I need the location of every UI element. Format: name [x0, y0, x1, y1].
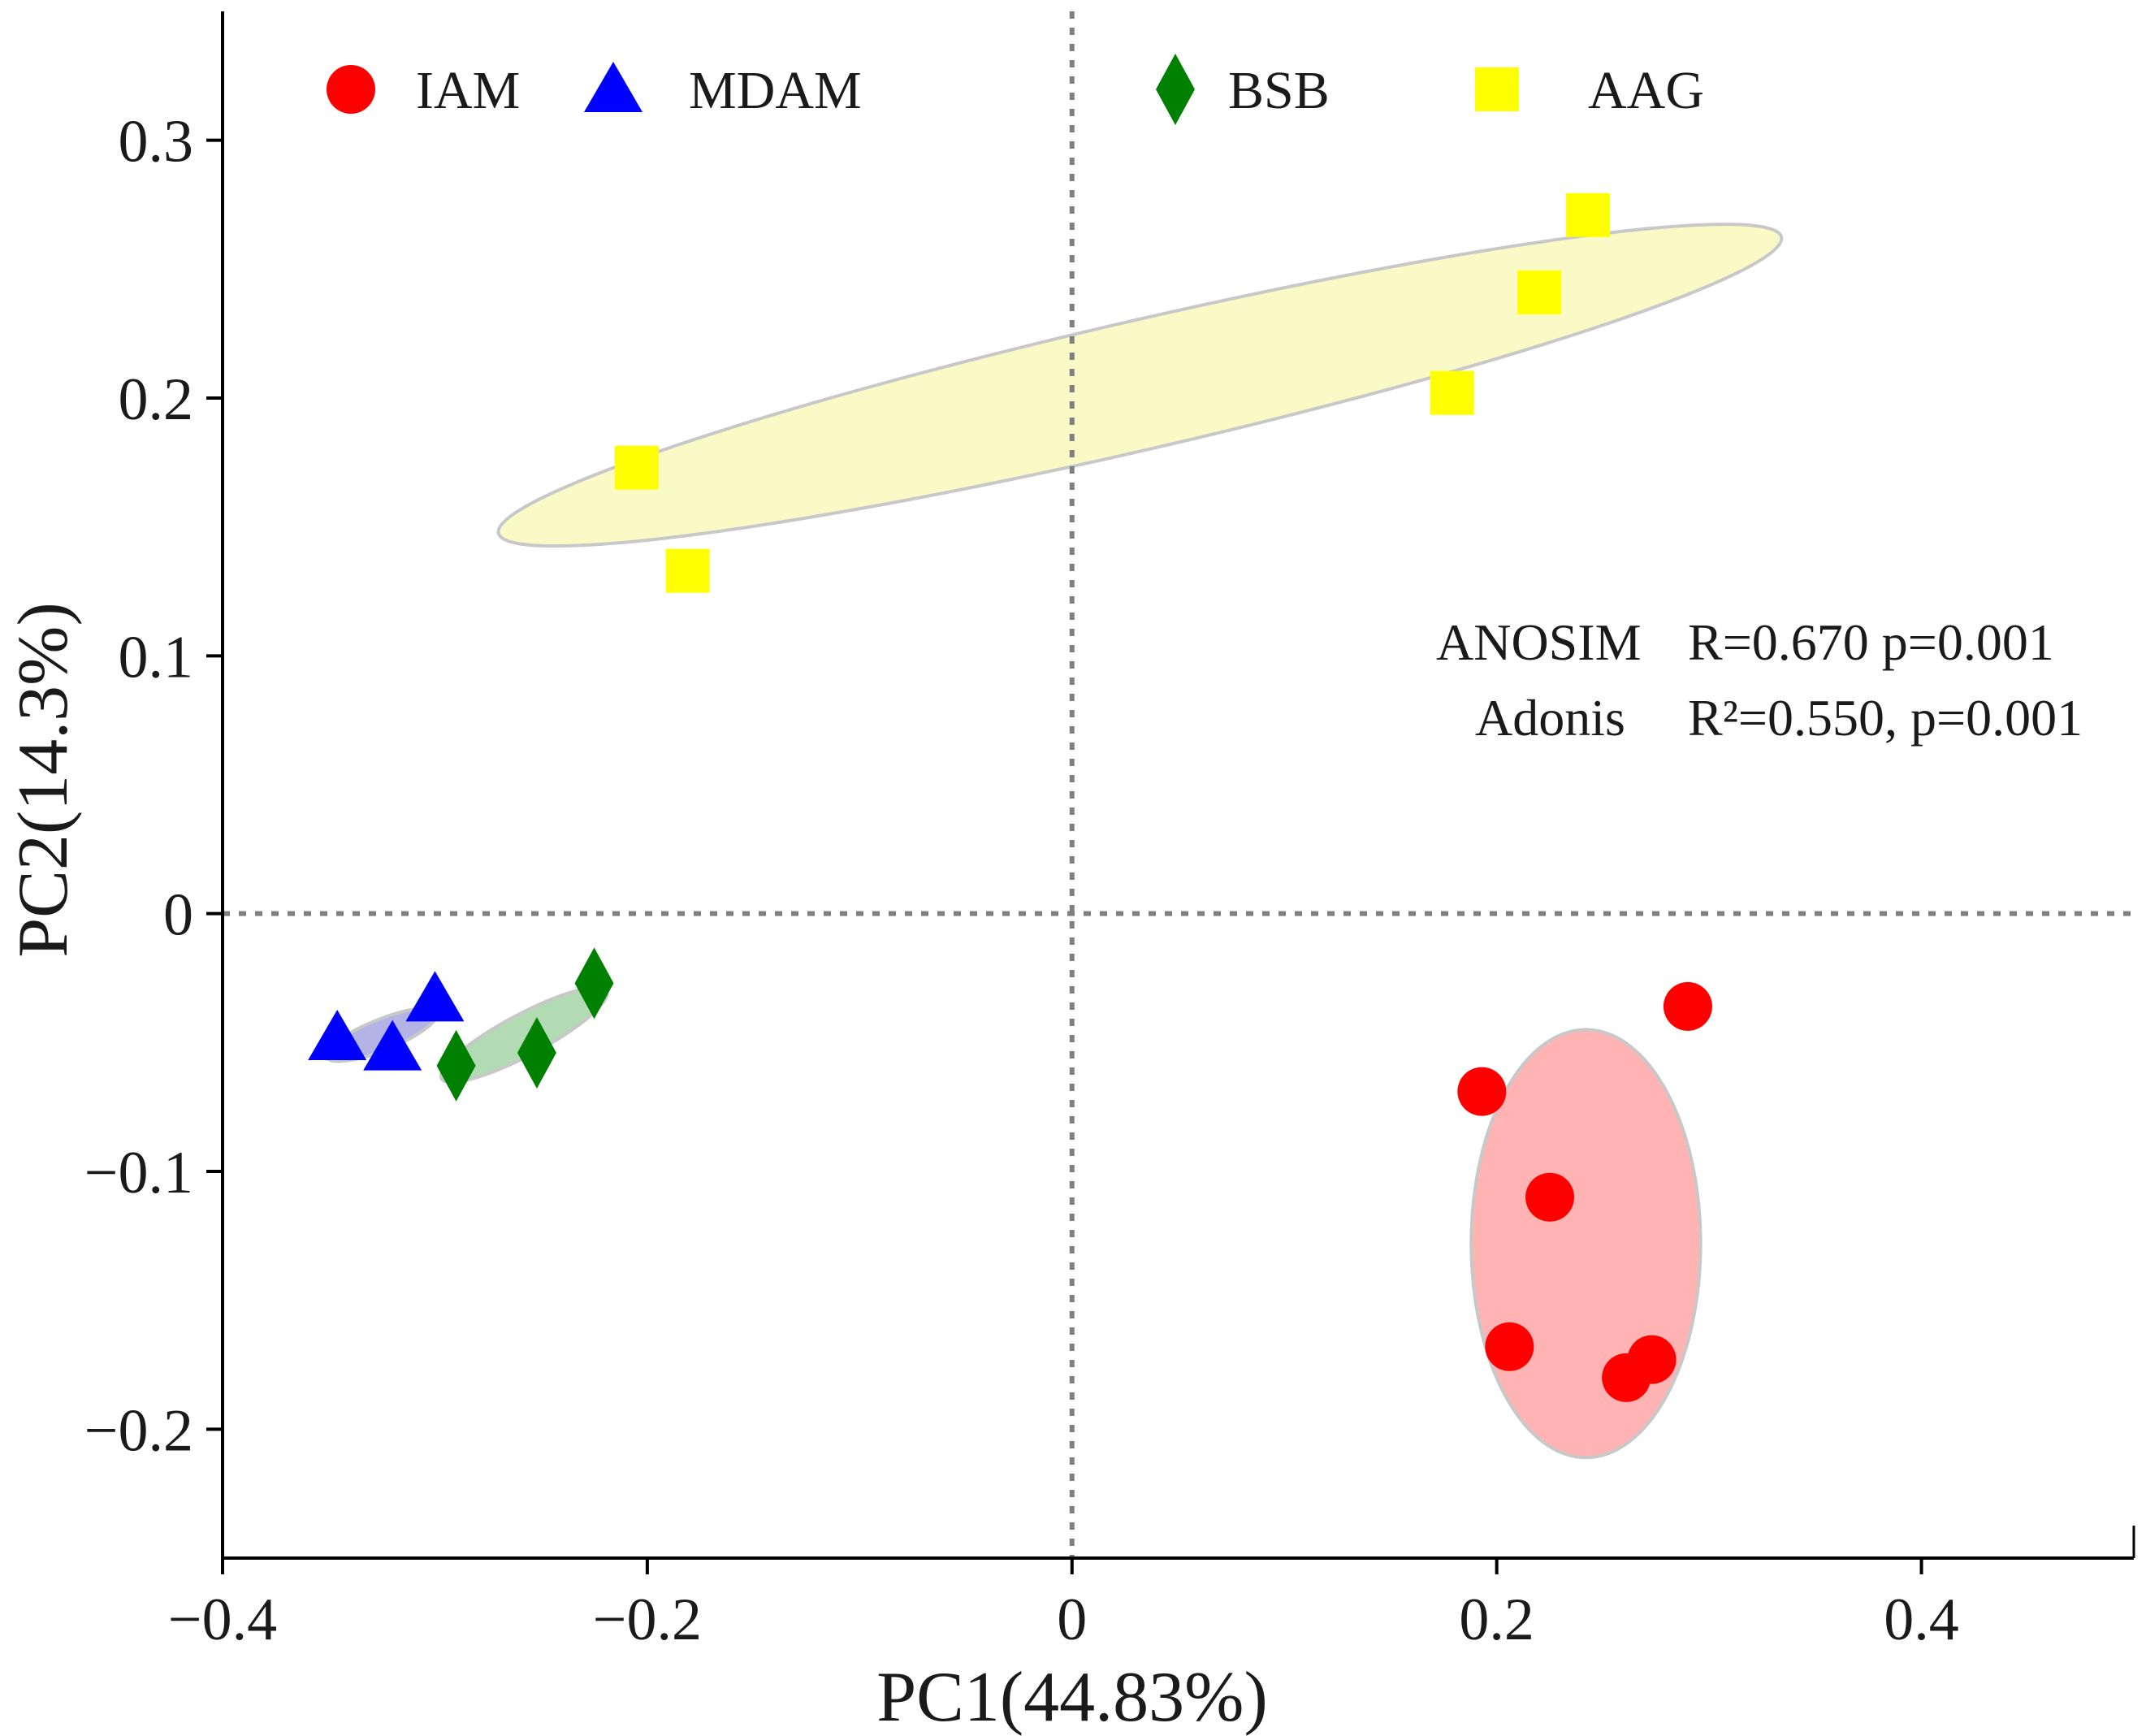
- x-tick-label-2: 0: [1057, 1587, 1087, 1653]
- aag-point-1: [665, 548, 710, 593]
- legend: IAM MDAM BSB AAG: [327, 54, 1704, 125]
- y-tick-label-3: 0.1: [119, 624, 194, 691]
- y-tick-label-1: −0.1: [84, 1140, 193, 1206]
- mdam-point-2: [405, 971, 465, 1022]
- aag-ellipse: [496, 223, 1784, 548]
- legend-marker-aag: [1475, 67, 1519, 111]
- aag-point-2: [1430, 370, 1474, 415]
- y-axis-title: PC2(14.3%): [4, 602, 83, 958]
- bsb-point-1: [517, 1017, 556, 1089]
- iam-point-5: [1627, 1335, 1677, 1384]
- axis-ticks: −0.4 −0.2 0 0.2 0.4 −0.2 −0.1 0 0.1 0.2 0.3: [84, 109, 1959, 1653]
- legend-marker-mdam: [584, 62, 643, 112]
- iam-point-2: [1525, 1172, 1575, 1222]
- y-tick-label-5: 0.3: [119, 109, 194, 175]
- x-axis-title: PC1(44.83%): [876, 1658, 1268, 1736]
- bsb-point-2: [574, 947, 614, 1020]
- bsb-point-0: [436, 1029, 476, 1102]
- legend-label-bsb: BSB: [1228, 61, 1330, 120]
- adonis-value: R²=0.550, p=0.001: [1688, 689, 2083, 747]
- iam-point-3: [1485, 1322, 1534, 1371]
- anosim-value: R=0.670 p=0.001: [1688, 613, 2054, 671]
- mdam-point-0: [308, 1009, 367, 1060]
- adonis-label: Adonis: [1475, 689, 1625, 747]
- aag-point-4: [1566, 193, 1611, 237]
- legend-label-aag: AAG: [1588, 61, 1704, 120]
- x-tick-label-4: 0.4: [1884, 1587, 1959, 1653]
- mdam-point-1: [363, 1020, 422, 1071]
- aag-point-3: [1516, 270, 1561, 314]
- data-points: [308, 193, 1712, 1402]
- legend-marker-iam: [327, 65, 375, 114]
- y-tick-label-2: 0: [163, 882, 193, 949]
- legend-marker-bsb: [1156, 54, 1195, 125]
- statistics-annotation: ANOSIM R=0.670 p=0.001 Adonis R²=0.550, …: [1436, 613, 2083, 747]
- y-tick-label-0: −0.2: [84, 1397, 193, 1464]
- aag-point-0: [614, 445, 659, 490]
- legend-label-mdam: MDAM: [689, 61, 862, 120]
- legend-label-iam: IAM: [416, 61, 520, 120]
- iam-point-1: [1457, 1067, 1507, 1116]
- x-tick-label-1: −0.2: [593, 1587, 702, 1653]
- x-tick-label-3: 0.2: [1459, 1587, 1534, 1653]
- y-tick-label-4: 0.2: [119, 366, 194, 433]
- iam-point-0: [1663, 981, 1712, 1031]
- x-tick-label-0: −0.4: [168, 1587, 277, 1653]
- anosim-label: ANOSIM: [1436, 613, 1641, 671]
